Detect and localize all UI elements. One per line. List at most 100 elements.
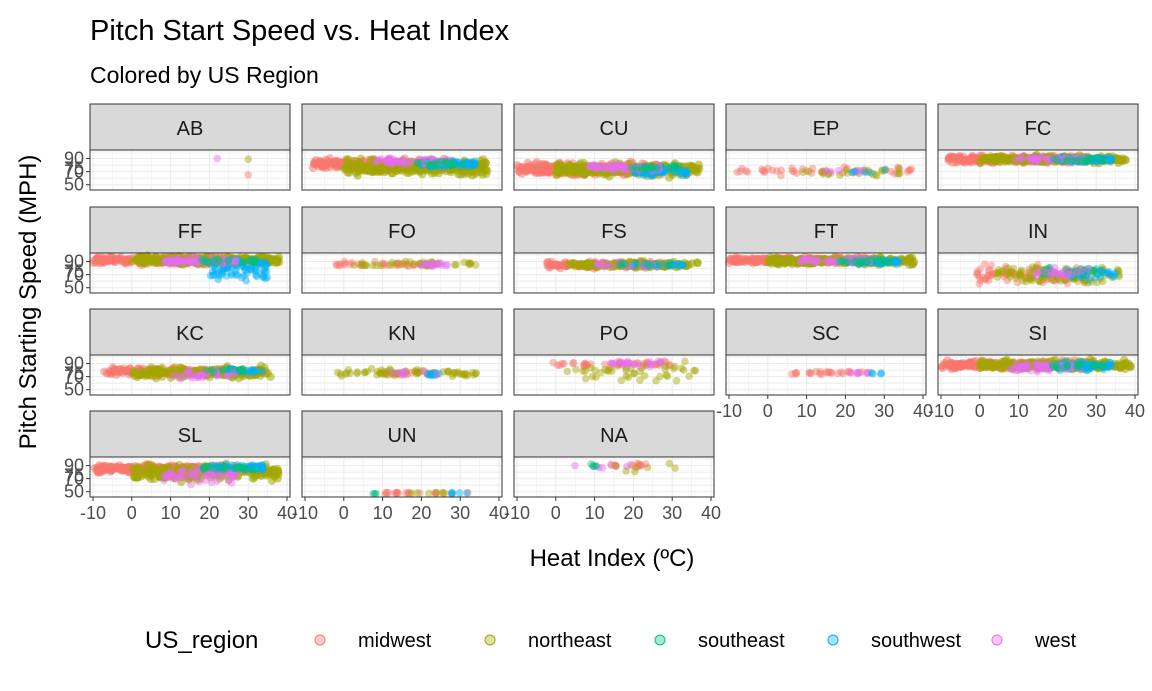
data-point-northeast [694,160,703,169]
data-point-midwest [975,280,984,288]
data-point-northeast [341,163,351,172]
data-point-midwest [948,152,958,162]
data-point-southeast [642,162,651,171]
data-point-southeast [426,160,435,169]
data-point-west [394,157,402,166]
data-point-midwest [822,368,830,376]
data-point-northeast [367,165,376,174]
facet-panel-kn: KN [301,308,503,396]
data-point-southwest [469,158,478,167]
data-point-northeast [775,256,785,265]
data-point-midwest [532,158,541,167]
data-point-west [595,260,604,269]
data-point-northeast [350,261,358,269]
data-point-southwest [425,160,433,169]
data-point-southeast [431,160,439,169]
data-point-southwest [456,163,465,171]
data-point-midwest [554,261,564,270]
data-point-west [800,254,809,263]
data-point-southwest [470,160,478,168]
data-point-west [656,357,665,366]
facet-panel-po: PO [513,308,715,396]
data-point-southwest [450,159,459,167]
data-point-northeast [672,376,681,385]
data-point-west [612,161,621,170]
data-point-southeast [431,159,440,167]
y-tick-label: 90 [64,149,84,169]
data-point-northeast [407,157,417,166]
data-point-west [178,258,187,267]
data-point-southwest [426,162,434,171]
data-point-west [399,369,407,377]
data-point-west [440,157,449,165]
chart-subtitle: Colored by US Region [90,62,319,88]
data-point-southwest [446,159,455,168]
data-point-west [436,158,445,167]
data-point-southwest [211,265,220,273]
data-point-midwest [244,171,252,179]
data-point-west [408,157,416,165]
data-point-west [420,159,429,167]
y-tick-label: 75 [64,158,84,178]
data-point-southwest [463,158,471,167]
data-point-southeast [1097,155,1105,164]
data-point-west [381,158,389,166]
data-point-northeast [344,155,353,164]
data-point-southwest [445,160,454,169]
data-point-midwest [558,359,567,368]
data-point-northeast [617,376,626,385]
data-point-west [421,156,429,164]
facet-panel-fc: FC [937,103,1139,191]
data-point-southwest [452,158,461,167]
facet-strip-label: CU [600,118,629,140]
data-point-southwest [462,159,470,168]
data-point-southwest [861,168,869,177]
facet-strip-label: EP [813,118,840,140]
y-tick-label: 50 [64,175,84,195]
data-point-west [400,158,409,166]
data-point-northeast [163,367,172,376]
data-point-west [419,158,427,167]
data-point-northeast [361,261,370,270]
data-point-west [420,156,428,164]
facet-strip-label: SI [1029,323,1048,345]
data-point-southwest [433,161,442,169]
data-point-west [419,367,428,376]
data-point-midwest [805,368,814,377]
data-point-southeast [446,160,454,168]
y-tick-label: 75 [64,363,84,383]
data-point-west [600,165,609,173]
data-point-northeast [392,259,401,268]
data-point-west [645,360,654,369]
data-point-northeast [398,156,407,165]
data-point-southwest [438,157,447,166]
data-point-southeast [250,258,258,266]
data-point-southwest [418,160,427,168]
data-point-southwest [471,161,480,169]
data-point-west [188,258,196,267]
data-point-west [1056,270,1065,278]
data-point-northeast [663,372,672,381]
facet-strip-label: SC [812,323,840,345]
data-point-northeast [572,365,580,374]
data-point-southwest [261,258,269,267]
data-point-southwest [426,157,435,165]
data-point-northeast [471,369,480,378]
data-point-northeast [1007,268,1015,276]
data-point-west [433,370,441,379]
data-point-west [419,157,428,165]
data-point-southwest [258,367,267,375]
data-point-west [427,155,436,164]
data-point-west [1012,156,1020,164]
data-point-southwest [848,168,856,177]
data-point-midwest [331,162,340,172]
data-point-northeast [273,256,282,266]
data-point-southeast [617,260,626,268]
data-point-midwest [116,365,125,374]
panel-border [301,149,503,191]
data-point-southeast [430,160,439,169]
data-point-west [418,157,426,165]
data-point-southwest [448,156,457,165]
data-point-northeast [419,165,428,174]
